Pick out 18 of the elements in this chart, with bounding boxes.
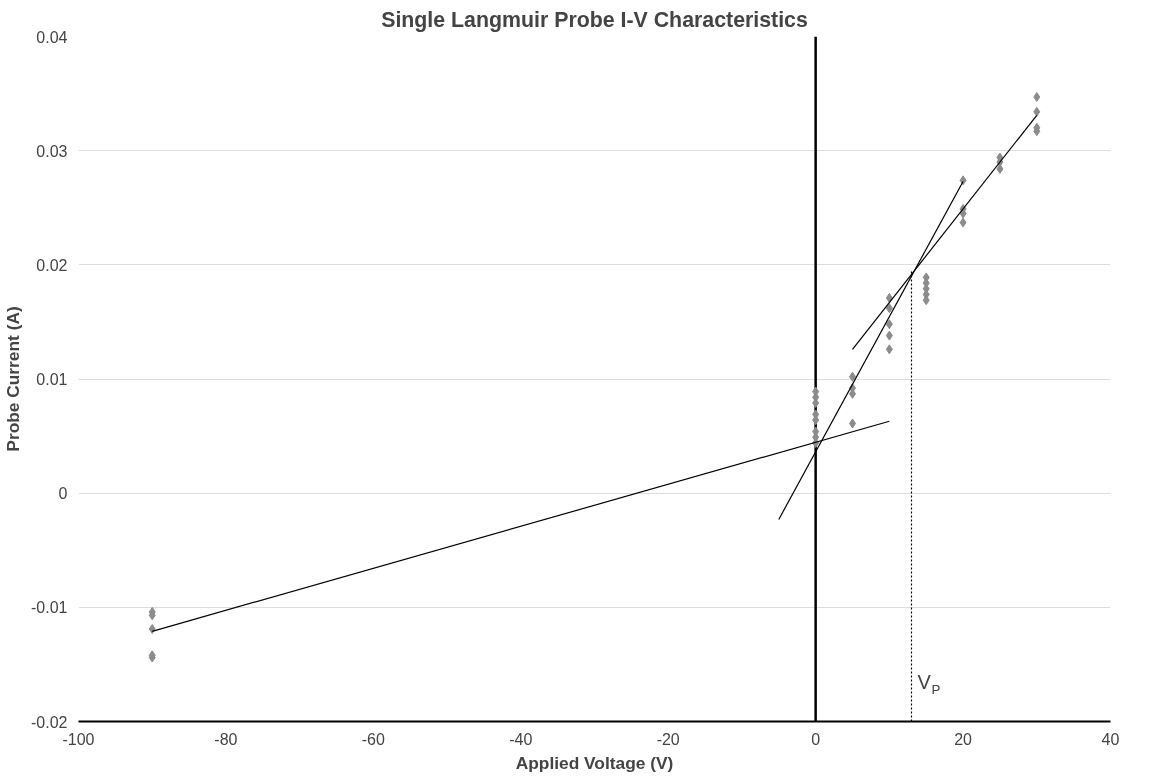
x-tick-label: -60: [361, 730, 386, 748]
x-tick-label: -20: [656, 730, 680, 748]
x-axis-title: Applied Voltage (V): [515, 752, 674, 773]
y-tick-label: -0.01: [31, 599, 68, 617]
y-tick-label: 0.04: [36, 28, 68, 46]
x-tick-label: -100: [62, 730, 95, 748]
y-axis-title: Probe Current (A): [3, 306, 24, 452]
x-tick-label: -40: [509, 730, 533, 748]
x-tick-label: -80: [214, 730, 238, 748]
chart-title: Single Langmuir Probe I-V Characteristics: [381, 7, 808, 32]
x-tick-label: 20: [954, 730, 973, 748]
y-tick-label: 0.03: [36, 142, 68, 160]
y-tick-label: -0.02: [31, 713, 68, 731]
y-tick-label: 0.02: [36, 256, 68, 274]
y-tick-label: 0: [58, 485, 68, 503]
x-tick-label: 40: [1101, 730, 1120, 748]
x-tick-label: 0: [811, 730, 821, 748]
y-tick-label: 0.01: [36, 371, 68, 388]
